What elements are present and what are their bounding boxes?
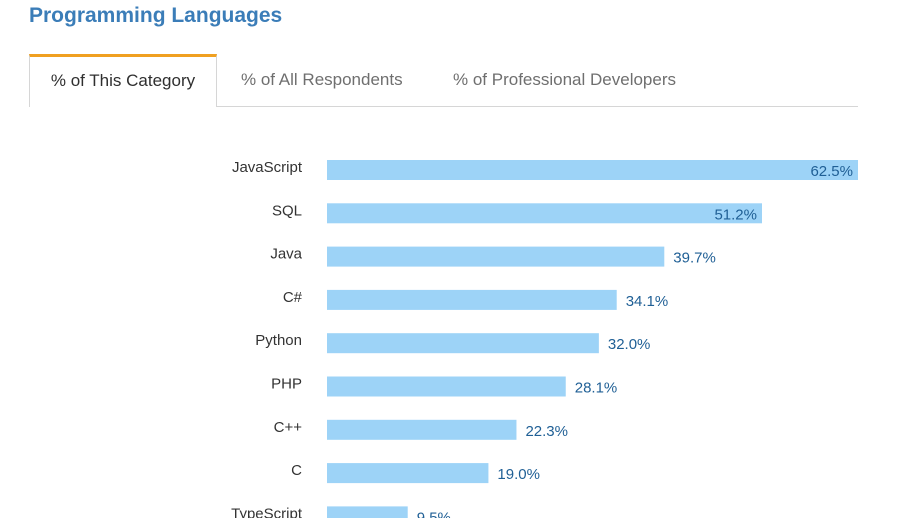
value-label: 32.0% bbox=[608, 336, 651, 353]
bar-php[interactable] bbox=[327, 376, 566, 397]
bar-python[interactable] bbox=[327, 333, 599, 354]
tab-all-respondents[interactable]: % of All Respondents bbox=[241, 70, 403, 89]
category-label: C++ bbox=[274, 419, 303, 436]
bar-c-[interactable] bbox=[327, 419, 517, 440]
value-label: 51.2% bbox=[714, 206, 757, 223]
bar-java[interactable] bbox=[327, 246, 665, 267]
value-label: 19.0% bbox=[497, 466, 540, 483]
tab-professional-developers[interactable]: % of Professional Developers bbox=[453, 70, 677, 89]
value-label: 9.5% bbox=[417, 509, 451, 518]
tab-bar: % of This Category % of All Respondents … bbox=[29, 54, 858, 107]
tab-this-category[interactable]: % of This Category bbox=[29, 54, 217, 107]
category-label: PHP bbox=[271, 376, 302, 393]
value-label: 62.5% bbox=[810, 163, 853, 180]
category-label: Python bbox=[255, 332, 302, 349]
category-label: JavaScript bbox=[232, 159, 303, 176]
category-label: TypeScript bbox=[231, 505, 303, 518]
value-label: 28.1% bbox=[575, 380, 618, 397]
category-label: C# bbox=[283, 289, 303, 306]
bar-c[interactable] bbox=[327, 463, 489, 484]
bar-c-[interactable] bbox=[327, 289, 617, 310]
value-label: 39.7% bbox=[673, 250, 716, 267]
value-label: 34.1% bbox=[626, 293, 669, 310]
bar-javascript[interactable] bbox=[327, 160, 858, 180]
category-label: C bbox=[291, 462, 302, 479]
bar-sql[interactable] bbox=[327, 203, 762, 224]
page-title: Programming Languages bbox=[29, 4, 283, 27]
category-label: SQL bbox=[272, 202, 302, 219]
bar-typescript[interactable] bbox=[327, 506, 408, 518]
category-label: Java bbox=[270, 246, 302, 263]
value-label: 22.3% bbox=[525, 423, 568, 440]
